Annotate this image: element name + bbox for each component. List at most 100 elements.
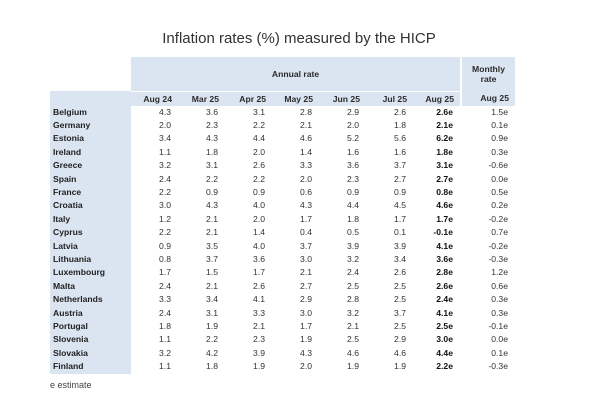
country-name: Estonia: [50, 132, 131, 146]
monthly-rate-cell: -0.1e: [460, 320, 515, 334]
annual-rate-cell: 2.7: [394, 173, 406, 184]
annual-rate-cell: 4.2: [206, 347, 218, 358]
country-name: Slovakia: [50, 346, 131, 361]
country-name: Ireland: [50, 145, 131, 160]
country-name: Greece: [50, 159, 131, 173]
annual-rate-cell: 0.8e: [436, 186, 453, 197]
annual-rate-cell: 2.9: [347, 106, 359, 117]
annual-rate-cell: 4.0: [253, 240, 265, 251]
country-name: Portugal: [50, 320, 131, 334]
annual-rate-cell: 2.3: [347, 173, 359, 184]
annual-rate-cell: 2.2: [206, 173, 218, 184]
annual-rate-cell: 1.1: [159, 361, 171, 372]
annual-rate-cell: 4.6: [300, 133, 312, 144]
annual-rate-cell: 0.9: [347, 186, 359, 197]
hicp-table: Annual rate Monthly rate Aug 24 Mar 25 Apr…: [50, 57, 515, 374]
annual-rate-cell: 2.1: [206, 227, 218, 238]
annual-rate-cell: 1.8: [394, 119, 406, 130]
annual-rate-cell: -0.1e: [433, 227, 453, 238]
annual-rate-cell: 2.5: [347, 334, 359, 345]
annual-rate-cell: 3.9: [347, 240, 359, 251]
table-row: Austria 2.4 3.1 3.3 3.0 3.2 3.7 4.1e 0.3e: [50, 306, 515, 320]
monthly-rate-cell: -0.3e: [460, 360, 515, 374]
annual-rate-cell: 1.9: [253, 361, 265, 372]
annual-rate-cell: 2.6e: [436, 280, 453, 291]
annual-rate-cell: 2.0: [300, 361, 312, 372]
annual-rate-cell: 2.2: [159, 227, 171, 238]
annual-rate-cell: 3.7: [206, 253, 218, 264]
table-row: Cyprus 2.2 2.1 1.4 0.4 0.5 0.1 -0.1e 0.7e: [50, 226, 515, 240]
annual-rate-cell: 3.0: [159, 200, 171, 211]
annual-rate-cell: 4.1: [253, 294, 265, 305]
table-row: Luxembourg 1.7 1.5 1.7 2.1 2.4 2.6 2.8e 1.2e: [50, 266, 515, 280]
annual-rate-cell: 3.3: [159, 294, 171, 305]
column-header: Apr 25: [225, 91, 272, 106]
annual-rate-cell: 2.5: [394, 294, 406, 305]
annual-rate-cell: 2.0: [347, 119, 359, 130]
annual-rate-cell: 4.0: [253, 200, 265, 211]
annual-rate-cell: 2.1: [253, 321, 265, 331]
annual-rate-cell: 2.8e: [436, 267, 453, 278]
annual-rate-cell: 3.6: [253, 253, 265, 264]
annual-rate-cell: 0.9: [159, 240, 171, 251]
annual-rate-cell: 2.6: [253, 280, 265, 291]
country-name: Lithuania: [50, 252, 131, 267]
annual-rate-cell: 3.2: [347, 253, 359, 264]
annual-rate-cell: 1.8: [206, 146, 218, 157]
annual-rate-cell: 2.6e: [436, 106, 453, 117]
annual-rate-cell: 3.1e: [436, 160, 453, 171]
annual-rate-cell: 1.4: [300, 146, 312, 157]
table-row: Italy 1.2 2.1 2.0 1.7 1.8 1.7 1.7e -0.2e: [50, 212, 515, 227]
annual-rate-cell: 3.9: [394, 240, 406, 251]
annual-rate-cell: 2.7: [300, 280, 312, 291]
header-blank-cell: [50, 57, 131, 91]
footnote: e estimate: [50, 380, 92, 390]
table-row: Netherlands 3.3 3.4 4.1 2.9 2.8 2.5 2.4e 0.3e: [50, 293, 515, 307]
annual-rate-cell: 1.9: [300, 334, 312, 345]
column-header: May 25: [272, 91, 319, 106]
annual-rate-cell: 3.2: [159, 347, 171, 358]
annual-rate-cell: 1.1: [159, 146, 171, 157]
annual-rate-cell: 3.4: [394, 253, 406, 264]
annual-rate-cell: 1.9: [347, 361, 359, 372]
annual-rate-cell: 3.7: [394, 160, 406, 171]
annual-rate-cell: 2.5: [394, 321, 406, 331]
annual-rate-cell: 1.7: [394, 213, 406, 224]
country-name: Cyprus: [50, 226, 131, 240]
monthly-rate-cell: -0.2e: [460, 239, 515, 253]
monthly-label-line2: rate: [480, 74, 497, 84]
monthly-rate-cell: 1.5e: [460, 105, 515, 119]
annual-rate-cell: 3.0: [300, 307, 312, 318]
monthly-rate-cell: 0.1e: [460, 346, 515, 361]
country-name: Latvia: [50, 239, 131, 253]
annual-rate-cell: 1.8e: [436, 146, 453, 157]
table-row: Estonia 3.4 4.3 4.4 4.6 5.2 5.6 6.2e 0.9e: [50, 132, 515, 146]
annual-rate-cell: 4.1e: [436, 307, 453, 318]
monthly-rate-cell: 0.3e: [460, 145, 515, 160]
annual-rate-cell: 2.6: [253, 160, 265, 171]
annual-rate-cell: 2.2: [253, 173, 265, 184]
annual-rate-cell: 2.6: [394, 267, 406, 278]
column-header: Aug 25: [413, 91, 461, 106]
annual-rate-cell: 3.3: [300, 160, 312, 171]
annual-rate-cell: 2.3: [206, 119, 218, 130]
annual-rate-cell: 2.1e: [436, 119, 453, 130]
annual-rate-cell: 4.4: [253, 133, 265, 144]
column-header: Mar 25: [178, 91, 225, 106]
annual-rate-cell: 4.6: [394, 347, 406, 358]
annual-rate-cell: 6.2e: [436, 133, 453, 144]
annual-rate-cell: 3.4: [159, 133, 171, 144]
annual-rate-cell: 1.7e: [436, 213, 453, 224]
country-name: France: [50, 185, 131, 200]
annual-rate-cell: 3.5: [206, 240, 218, 251]
column-header: Aug 25: [460, 91, 515, 106]
annual-rate-cell: 2.2: [206, 334, 218, 345]
monthly-rate-cell: 0.3e: [460, 293, 515, 307]
monthly-rate-cell: 0.0e: [460, 172, 515, 186]
annual-rate-cell: 3.3: [253, 307, 265, 318]
annual-rate-cell: 2.5: [347, 280, 359, 291]
annual-rate-cell: 2.2: [253, 119, 265, 130]
annual-rate-cell: 2.4: [159, 307, 171, 318]
annual-rate-cell: 2.2: [159, 186, 171, 197]
table-row: Spain 2.4 2.2 2.2 2.0 2.3 2.7 2.7e 0.0e: [50, 172, 515, 186]
